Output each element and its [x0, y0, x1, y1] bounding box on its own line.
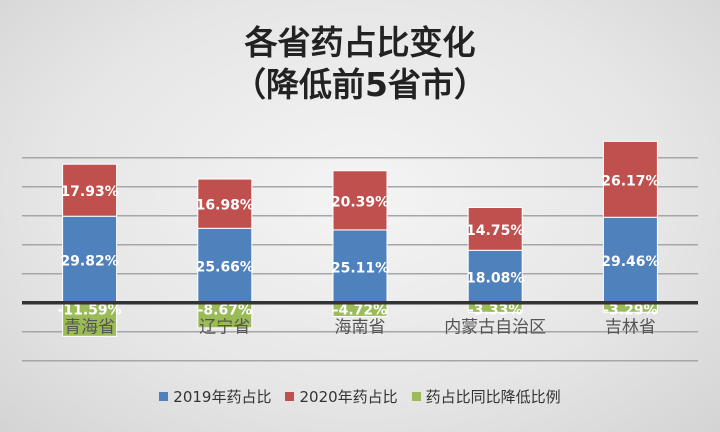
- bar-1: [62, 163, 118, 217]
- data-label: 26.17%: [601, 173, 659, 189]
- legend-swatch: [285, 392, 295, 401]
- bar-0: [467, 249, 523, 304]
- data-label: -3.29%: [603, 303, 657, 319]
- data-label: -11.59%: [58, 303, 122, 319]
- data-label: 29.82%: [60, 253, 118, 269]
- chart-subtitle: （降低前5省市）: [233, 65, 487, 104]
- data-label: 25.11%: [331, 260, 389, 276]
- legend-item-decline: 药占比同比降低比例: [411, 386, 561, 407]
- bar-2: [62, 302, 118, 337]
- chart-title: 各省药占比变化: [244, 23, 476, 62]
- data-label: 29.46%: [601, 254, 659, 270]
- data-label: 16.98%: [196, 198, 254, 214]
- bar-1: [332, 170, 388, 231]
- category-label: 内蒙古自治区: [444, 318, 546, 338]
- legend-label: 2019年药占比: [173, 388, 272, 406]
- category-label: 辽宁省: [199, 318, 250, 338]
- bar-0: [332, 229, 388, 304]
- data-label: 18.08%: [466, 270, 524, 286]
- legend-label: 2020年药占比: [299, 388, 398, 406]
- legend: 2019年药占比 2020年药占比 药占比同比降低比例: [0, 386, 720, 407]
- legend-swatch: [159, 392, 169, 401]
- bar-1: [602, 140, 658, 218]
- bar-0: [602, 216, 658, 304]
- data-label: 17.93%: [60, 184, 118, 200]
- category-label: 吉林省: [605, 318, 656, 338]
- category-label: 青海省: [64, 318, 115, 338]
- bar-0: [62, 215, 118, 304]
- category-label: 海南省: [335, 318, 386, 338]
- legend-swatch: [411, 392, 421, 401]
- data-label: 25.66%: [196, 259, 254, 275]
- bar-1: [197, 178, 253, 229]
- legend-item-2019: 2019年药占比: [159, 386, 271, 407]
- legend-label: 药占比同比降低比例: [425, 388, 561, 406]
- bar-2: [197, 302, 253, 329]
- data-label: 20.39%: [331, 194, 389, 210]
- bar-1: [467, 206, 523, 251]
- data-label: -8.67%: [198, 303, 252, 319]
- data-label: -3.33%: [468, 303, 522, 319]
- data-label: 14.75%: [466, 223, 524, 239]
- legend-item-2020: 2020年药占比: [285, 386, 398, 407]
- data-label: -4.72%: [333, 303, 387, 319]
